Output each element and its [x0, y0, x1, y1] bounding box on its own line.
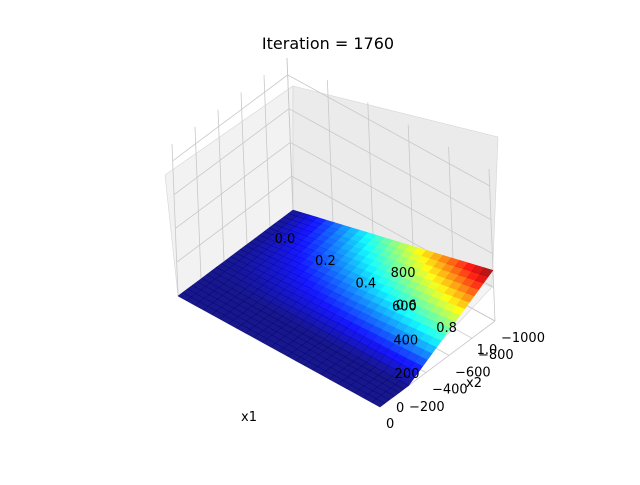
z-tick-label-2: 400 — [393, 333, 418, 348]
x-tick-label-1: 0.2 — [315, 254, 336, 269]
y-tick-label-0: 0 — [386, 417, 394, 432]
grid-line-x2-wall-3 — [240, 92, 248, 245]
x-tick-label-0: 0.0 — [275, 232, 296, 247]
x-tick-label-2: 0.4 — [355, 276, 376, 291]
z-tick-label-3: 600 — [392, 300, 417, 315]
surface — [177, 209, 494, 408]
grid-line-z-3 — [173, 108, 492, 221]
y-tick-label-3: −600 — [455, 365, 491, 380]
grid-line-z-4 — [172, 74, 490, 187]
x-axis-label: x1 — [241, 410, 257, 425]
z-tick-label-0: 0 — [396, 401, 404, 416]
y-tick-label-4: −800 — [478, 348, 514, 363]
z-tick-label-1: 200 — [395, 367, 420, 382]
grid-line-x2-wall-5 — [286, 57, 294, 211]
tick-labels: 0.0 0.2 0.4 0.6 0.8 1.0 0 −200 −400 −600 −800 −1000… — [275, 232, 545, 432]
x-tick-label-4: 0.8 — [436, 321, 457, 336]
grid-line-x1-wall-2 — [367, 102, 375, 255]
surface-cell-23-0 — [479, 267, 494, 277]
grid-line-z-2 — [175, 141, 493, 254]
chart-title: Iteration = 1760 — [262, 34, 394, 53]
grid-line-x2-wall-4 — [263, 75, 271, 228]
grid-line-x1-wall-5 — [488, 168, 496, 322]
y-tick-label-2: −400 — [432, 383, 468, 398]
grid-line-x2-wall-1 — [194, 126, 202, 279]
grid-line-x2-wall-2 — [217, 109, 225, 262]
x-tick-label-5: 1.0 — [477, 343, 498, 358]
y-tick-label-1: −200 — [409, 400, 445, 415]
y-axis-label: x2 — [466, 376, 482, 391]
grid-line-x2-wall-0 — [171, 143, 179, 297]
x-tick-label-3: 0.6 — [396, 299, 417, 314]
grid-line-x1-wall-1 — [327, 80, 334, 233]
z-tick-label-4: 800 — [391, 266, 416, 281]
y-tick-label-5: −1000 — [501, 331, 545, 346]
